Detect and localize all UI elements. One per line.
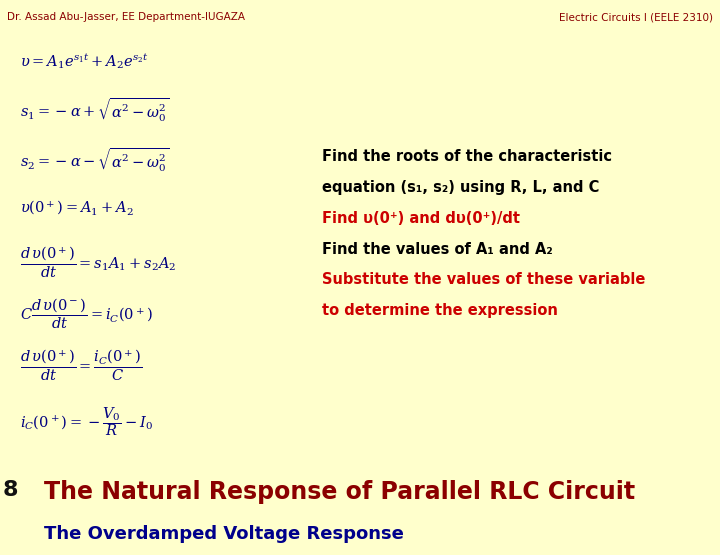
Text: equation (s₁, s₂) using R, L, and C: equation (s₁, s₂) using R, L, and C [322, 180, 599, 195]
Text: 8: 8 [2, 480, 18, 500]
Text: The Natural Response of Parallel RLC Circuit: The Natural Response of Parallel RLC Cir… [44, 480, 635, 504]
Text: Substitute the values of these variable: Substitute the values of these variable [322, 273, 645, 287]
Text: Find the roots of the characteristic: Find the roots of the characteristic [322, 149, 612, 164]
Text: $\dfrac{d\,\upsilon(0^+)}{dt} = s_1A_1 + s_2A_2$: $\dfrac{d\,\upsilon(0^+)}{dt} = s_1A_1 +… [20, 244, 176, 280]
Text: $\upsilon(0^+) = A_1 + A_2$: $\upsilon(0^+) = A_1 + A_2$ [20, 199, 134, 217]
Text: $\upsilon = A_1e^{s_1t} + A_2e^{s_2t}$: $\upsilon = A_1e^{s_1t} + A_2e^{s_2t}$ [20, 51, 149, 70]
Text: Find υ(0⁺) and dυ(0⁺)/dt: Find υ(0⁺) and dυ(0⁺)/dt [322, 211, 520, 226]
Text: $s_2 = -\alpha - \sqrt{\alpha^2 - \omega_0^2}$: $s_2 = -\alpha - \sqrt{\alpha^2 - \omega… [20, 147, 169, 174]
Text: to determine the expression: to determine the expression [322, 303, 558, 318]
Text: Dr. Assad Abu-Jasser, EE Department-IUGAZA: Dr. Assad Abu-Jasser, EE Department-IUGA… [7, 13, 246, 23]
Text: The Overdamped Voltage Response: The Overdamped Voltage Response [44, 525, 404, 543]
Text: Electric Circuits I (EELE 2310): Electric Circuits I (EELE 2310) [559, 13, 713, 23]
Text: Find the values of A₁ and A₂: Find the values of A₁ and A₂ [322, 241, 553, 256]
Text: $\dfrac{d\,\upsilon(0^+)}{dt} = \dfrac{i_C(0^+)}{C}$: $\dfrac{d\,\upsilon(0^+)}{dt} = \dfrac{i… [20, 348, 143, 384]
Text: $s_1 = -\alpha + \sqrt{\alpha^2 - \omega_0^2}$: $s_1 = -\alpha + \sqrt{\alpha^2 - \omega… [20, 97, 169, 124]
Text: $i_C(0^+) = -\dfrac{V_0}{R} - I_0$: $i_C(0^+) = -\dfrac{V_0}{R} - I_0$ [20, 405, 153, 438]
Text: $C\dfrac{d\,\upsilon(0^-)}{dt} = i_C(0^+)$: $C\dfrac{d\,\upsilon(0^-)}{dt} = i_C(0^+… [20, 296, 153, 331]
